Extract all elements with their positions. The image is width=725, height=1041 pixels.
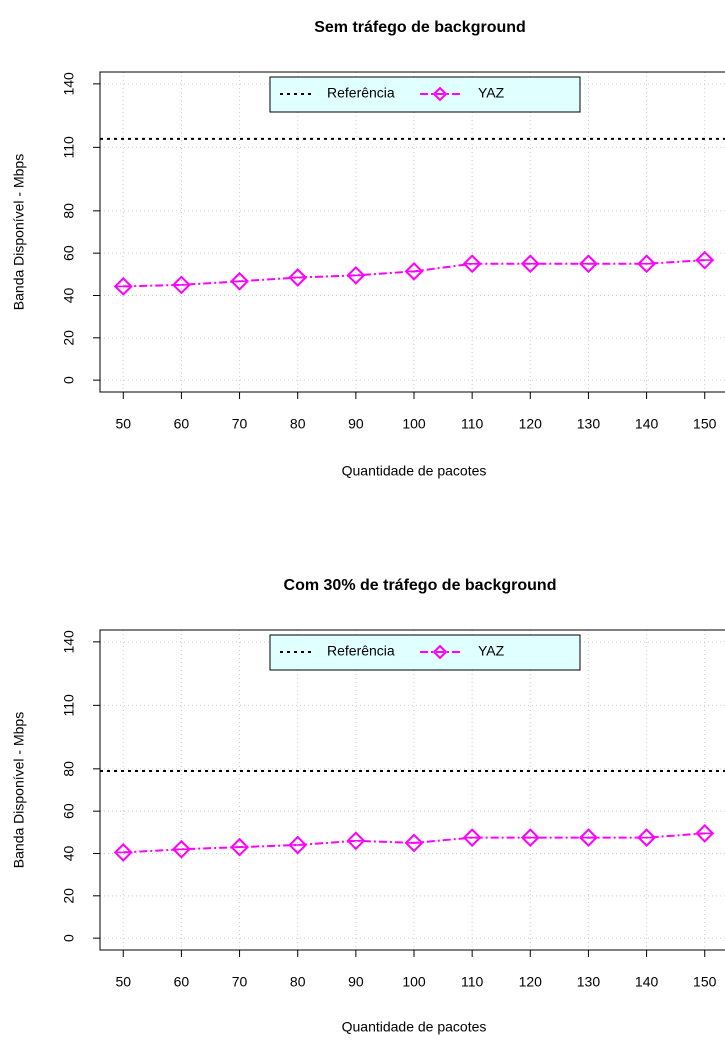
- marker: [113, 276, 133, 296]
- y-tick-label: 0: [61, 376, 77, 384]
- y-tick-label: 140: [61, 630, 77, 654]
- marker: [288, 835, 308, 855]
- legend-swatch: [432, 644, 448, 660]
- marker: [695, 250, 715, 270]
- x-tick-label: 120: [519, 974, 543, 990]
- marker: [113, 843, 133, 862]
- x-tick-label: 110: [461, 416, 484, 432]
- x-tick-label: 130: [577, 974, 601, 990]
- marker: [404, 833, 424, 853]
- chart-title: Com 30% de tráfego de background: [284, 577, 557, 594]
- x-axis-label: Quantidade de pacotes: [342, 1019, 487, 1035]
- y-tick-label: 40: [61, 845, 77, 861]
- marker: [637, 254, 657, 274]
- y-tick-label: 110: [61, 694, 77, 717]
- marker: [346, 831, 366, 851]
- y-tick-label: 0: [61, 934, 77, 942]
- x-tick-label: 110: [461, 974, 484, 990]
- x-tick-label: 50: [115, 974, 131, 990]
- x-tick-label: 150: [693, 416, 717, 432]
- marker: [346, 265, 366, 285]
- x-tick-label: 50: [115, 416, 131, 432]
- x-axis-label: Quantidade de pacotes: [342, 463, 487, 479]
- x-tick-label: 70: [232, 974, 248, 990]
- x-tick-label: 90: [348, 416, 364, 432]
- x-tick-label: 130: [577, 416, 601, 432]
- marker: [520, 828, 540, 848]
- marker: [695, 823, 715, 843]
- legend-swatch: [432, 86, 448, 102]
- x-tick-label: 120: [519, 416, 543, 432]
- marker: [288, 268, 308, 287]
- x-tick-label: 60: [174, 974, 190, 990]
- y-axis-label: Banda Disponível - Mbps: [11, 154, 27, 310]
- marker: [462, 828, 482, 848]
- y-tick-label: 20: [61, 888, 77, 904]
- plot-frame: [99, 71, 725, 393]
- legend-label: Referência: [327, 643, 395, 659]
- marker: [637, 828, 657, 848]
- x-tick-label: 70: [232, 416, 248, 432]
- y-tick-label: 20: [61, 330, 77, 346]
- marker: [171, 275, 191, 295]
- x-tick-label: 80: [290, 974, 306, 990]
- y-tick-label: 110: [61, 136, 77, 159]
- y-tick-label: 40: [61, 287, 77, 303]
- legend-label: Referência: [327, 85, 395, 101]
- x-tick-label: 100: [402, 974, 426, 990]
- legend-label: YAZ: [478, 643, 505, 659]
- plot-frame: [99, 629, 725, 951]
- marker: [171, 839, 191, 859]
- y-tick-label: 80: [61, 761, 77, 777]
- marker: [520, 254, 540, 274]
- x-tick-label: 60: [174, 416, 190, 432]
- x-tick-label: 140: [635, 416, 659, 432]
- x-tick-label: 150: [693, 974, 717, 990]
- y-axis-label: Banda Disponível - Mbps: [11, 712, 27, 868]
- marker: [579, 254, 598, 274]
- marker: [230, 837, 249, 857]
- marker: [230, 271, 249, 291]
- y-tick-label: 80: [61, 203, 77, 219]
- y-tick-label: 60: [61, 245, 77, 261]
- legend-label: YAZ: [478, 85, 505, 101]
- x-tick-label: 140: [635, 974, 659, 990]
- y-tick-label: 60: [61, 803, 77, 819]
- chart-title: Sem tráfego de background: [314, 19, 526, 36]
- marker: [579, 828, 598, 848]
- x-tick-label: 100: [402, 416, 426, 432]
- marker: [404, 261, 424, 281]
- x-tick-label: 90: [348, 974, 364, 990]
- x-tick-label: 80: [290, 416, 306, 432]
- marker: [462, 254, 482, 274]
- y-tick-label: 140: [61, 72, 77, 96]
